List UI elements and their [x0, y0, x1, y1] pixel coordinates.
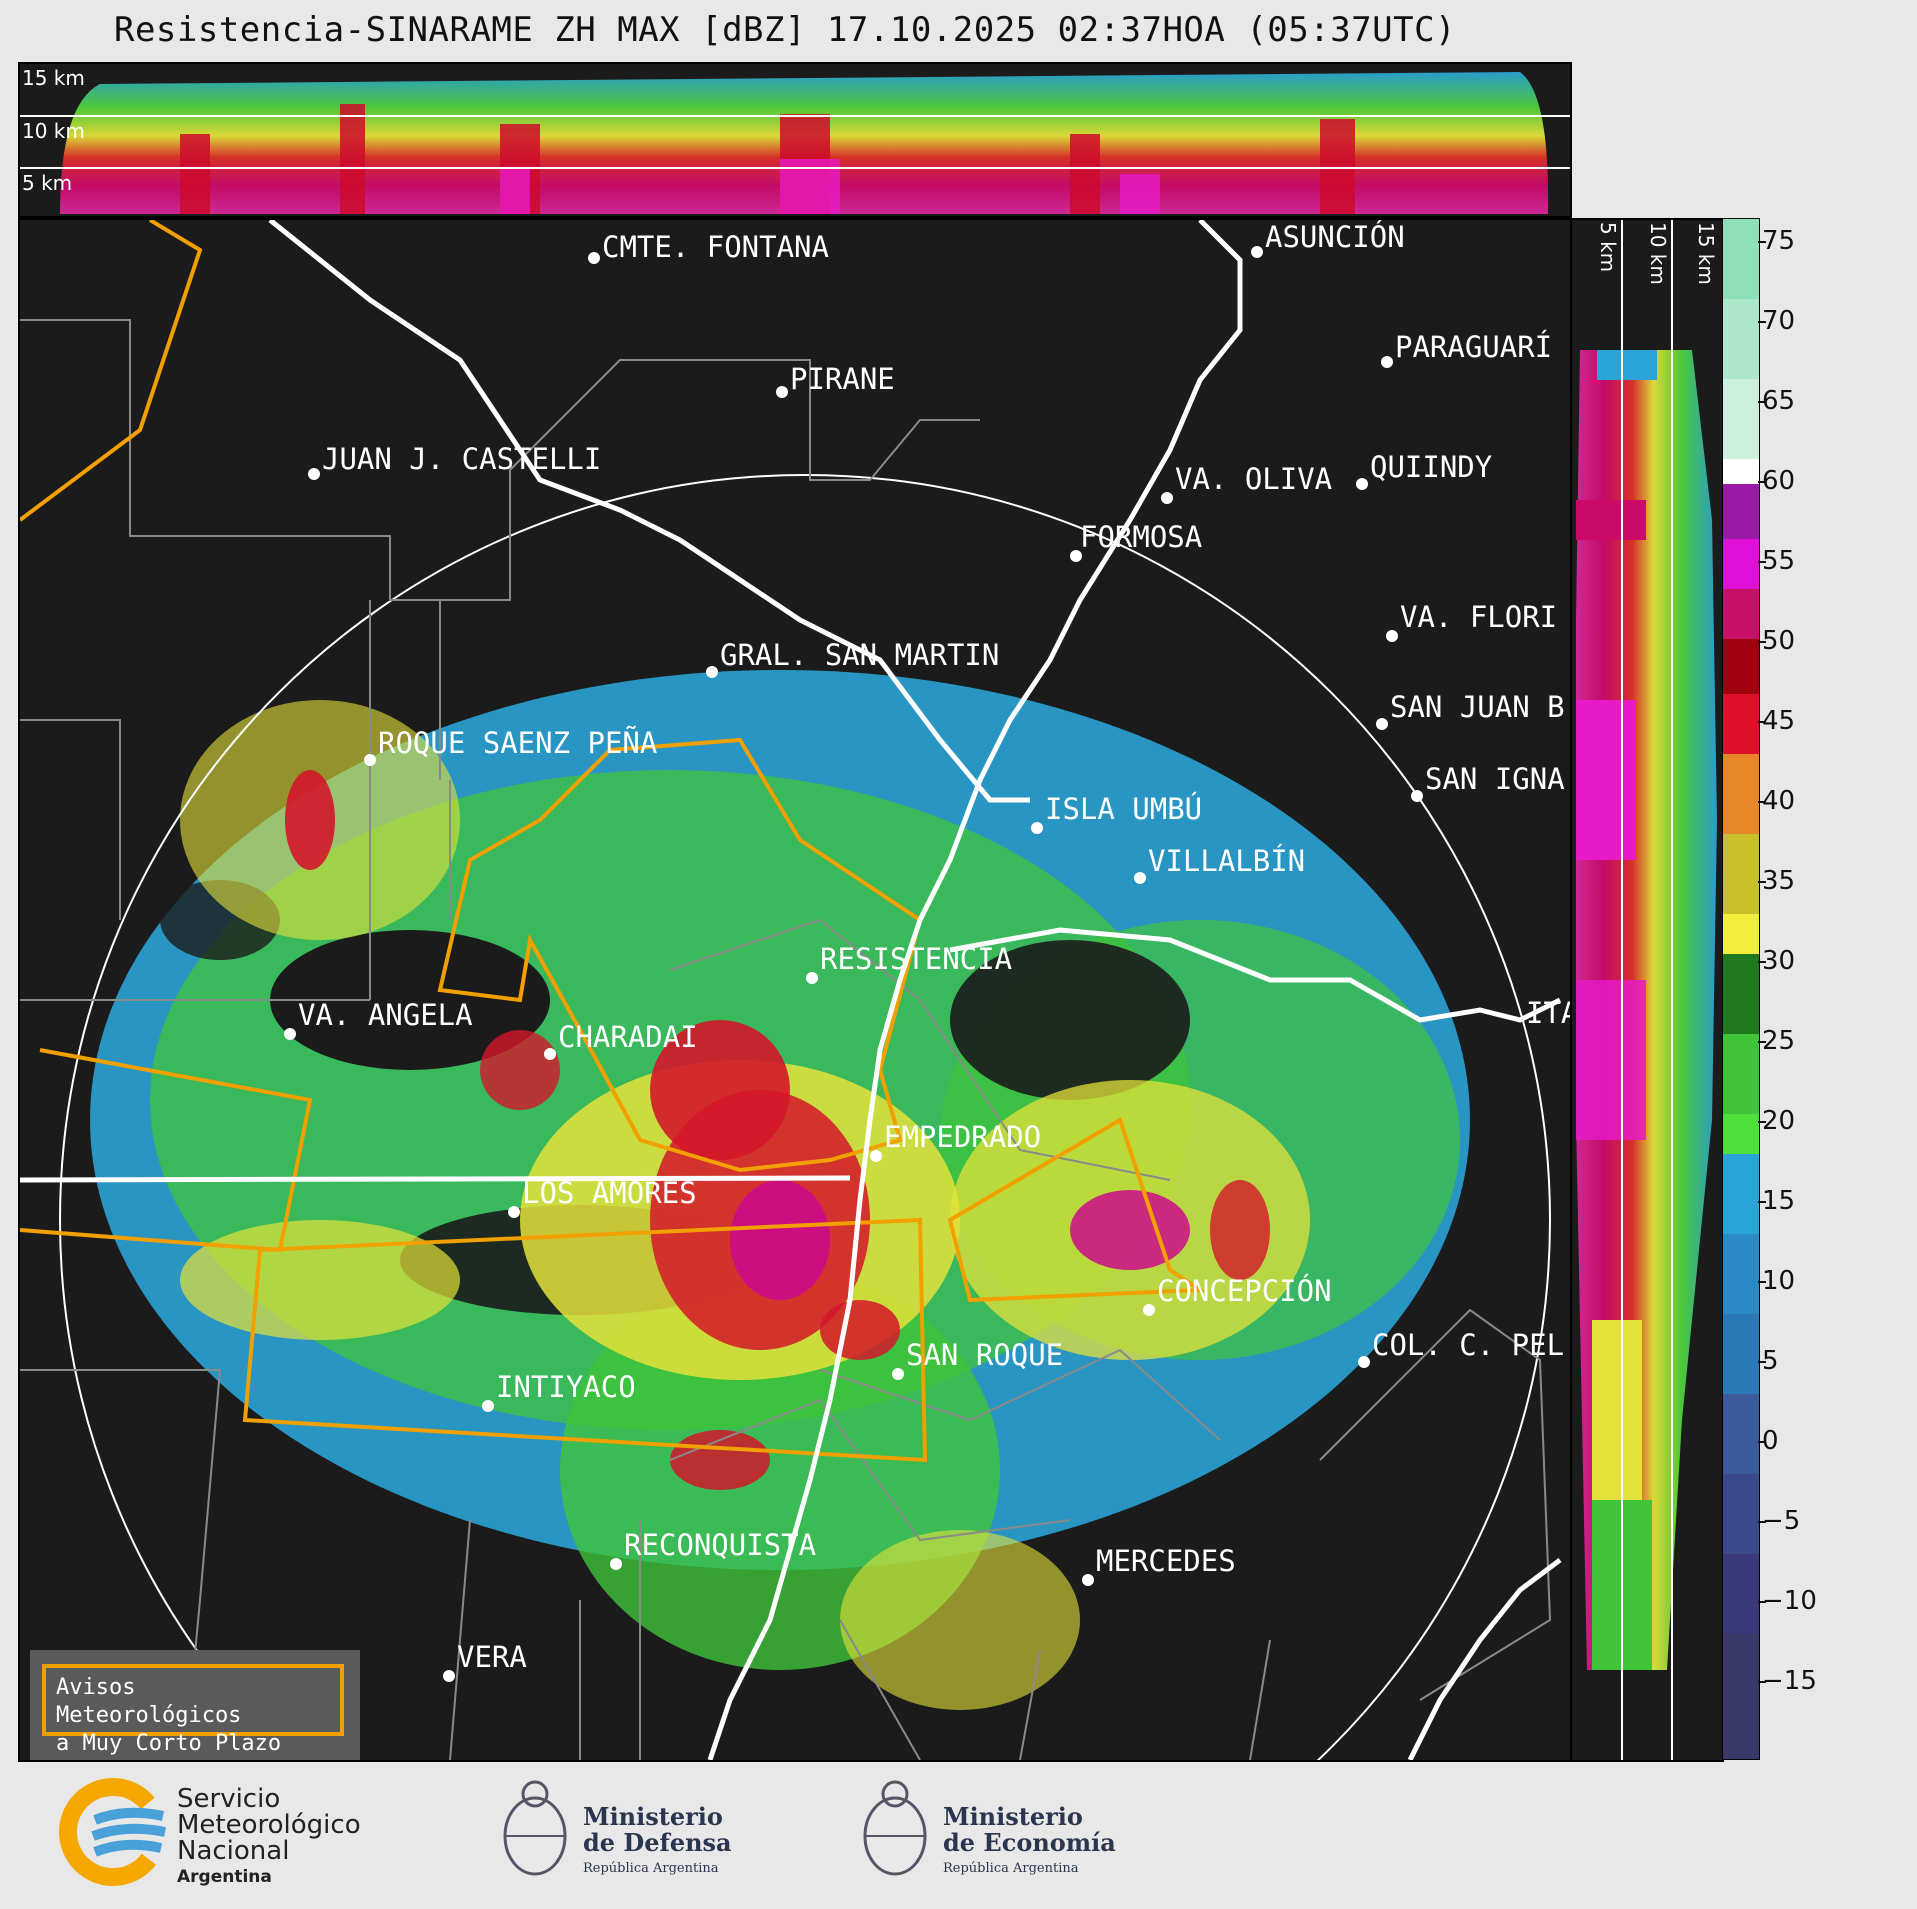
economia-logo: Ministerio de Economía República Argenti…: [855, 1772, 1135, 1892]
warning-box[interactable]: Avisos Meteorológicos a Muy Corto Plazo: [30, 1650, 360, 1760]
top-cross-section-echo: [20, 72, 1570, 214]
city-empedrado: EMPEDRADO: [870, 1120, 1041, 1162]
city-va-flori: VA. FLORI: [1386, 600, 1557, 642]
warning-box-line1: Avisos Meteorológicos: [56, 1675, 242, 1728]
warning-box-line2: a Muy Corto Plazo: [56, 1731, 282, 1756]
colorbar-tick: 70: [1757, 306, 1796, 336]
city-san-juan-b: SAN JUAN B: [1376, 690, 1565, 730]
city-intiyaco: INTIYACO: [482, 1370, 636, 1412]
top-cross-section-panel: 15 km 10 km 5 km: [18, 62, 1572, 218]
city-concepcion: CONCEPCIÓN: [1143, 1274, 1332, 1316]
colorbar-tick: −15: [1758, 1666, 1817, 1696]
city-isla-umbu: ISLA UMBÚ: [1031, 792, 1202, 834]
city-va-oliva: VA. OLIVA: [1161, 462, 1332, 504]
city-ita: ITA: [1526, 996, 1570, 1030]
city-gral-san-martin: GRAL. SAN MARTIN: [706, 638, 999, 678]
colorbar-tick: 35: [1757, 866, 1796, 896]
side-cross-section-panel: 5 km 10 km 15 km: [1570, 218, 1724, 1762]
city-asuncion: ASUNCIÓN: [1251, 220, 1405, 258]
smn-line1: Servicio: [177, 1784, 281, 1814]
economia-line2: de Economía: [943, 1828, 1116, 1857]
radar-map-layer: [20, 220, 1562, 1760]
city-vera: VERA: [443, 1640, 527, 1682]
radar-map-panel: CMTE. FONTANA ASUNCIÓN PARAGUARÍ PIRANE …: [18, 218, 1572, 1762]
smn-line4: Argentina: [177, 1867, 272, 1887]
city-san-roque: SAN ROQUE: [892, 1338, 1063, 1380]
colorbar-tick: 25: [1757, 1026, 1796, 1056]
smn-line3: Nacional: [177, 1836, 290, 1866]
city-reconquista: RECONQUISTA: [610, 1528, 816, 1570]
smn-logo: Servicio Meteorológico Nacional Argentin…: [55, 1772, 395, 1892]
colorbar-tick: 15: [1757, 1186, 1796, 1216]
city-paraguari: PARAGUARÍ: [1381, 330, 1552, 368]
city-los-amores: LOS AMORES: [508, 1176, 697, 1218]
city-pirane: PIRANE: [776, 362, 895, 398]
province-borders: [20, 319, 1552, 1760]
city-formosa: FORMOSA: [1070, 520, 1202, 562]
dbz-colorbar: [1722, 218, 1760, 1760]
smn-emblem-icon: [59, 1778, 167, 1886]
colorbar-tick: 60: [1757, 466, 1796, 496]
colorbar-tick: 50: [1757, 626, 1796, 656]
side-cross-section-echo: [1576, 220, 1717, 1760]
colorbar-tick: 20: [1757, 1106, 1796, 1136]
city-mercedes: MERCEDES: [1082, 1544, 1236, 1586]
warning-polygons: [20, 220, 1207, 1463]
city-villalbin: VILLALBÍN: [1134, 844, 1305, 884]
city-resistencia: RESISTENCIA: [806, 942, 1012, 984]
colorbar-tick: −10: [1758, 1586, 1817, 1616]
economia-line3: República Argentina: [943, 1861, 1079, 1876]
chart-title: Resistencia-SINARAME ZH MAX [dBZ] 17.10.…: [113, 10, 1457, 50]
colorbar-tick: −5: [1757, 1506, 1801, 1536]
city-va-angela: VA. ANGELA: [284, 998, 473, 1040]
colorbar-tick: 30: [1757, 946, 1796, 976]
city-cmte-fontana: CMTE. FONTANA: [588, 230, 829, 264]
side-height-label-5km: 5 km: [1596, 222, 1620, 273]
rivers: [20, 220, 1562, 1760]
colorbar-tick: 55: [1757, 546, 1796, 576]
top-height-label-15km: 15 km: [22, 66, 85, 90]
city-roque-saenz-pena: ROQUE SAENZ PEÑA: [364, 726, 657, 766]
smn-line2: Meteorológico: [177, 1810, 361, 1840]
side-height-label-15km: 15 km: [1694, 222, 1718, 285]
side-height-label-10km: 10 km: [1646, 222, 1670, 285]
colorbar-tick: 65: [1757, 386, 1796, 416]
colorbar-tick: 0: [1758, 1426, 1779, 1456]
defensa-line3: República Argentina: [583, 1861, 719, 1876]
colorbar-tick: 5: [1758, 1346, 1779, 1376]
range-ring: [59, 474, 1551, 1760]
city-juan-j-castelli: JUAN J. CASTELLI: [308, 442, 601, 480]
colorbar-tick: 45: [1757, 706, 1796, 736]
city-quiindy: QUIINDY: [1356, 450, 1492, 490]
argentina-shield-icon: [863, 1780, 927, 1876]
defensa-line1: Ministerio: [583, 1802, 723, 1831]
colorbar-tick: 10: [1757, 1266, 1796, 1296]
colorbar-tick: 40: [1757, 786, 1796, 816]
city-col-c-pel: COL. C. PEL: [1358, 1328, 1564, 1368]
defensa-line2: de Defensa: [583, 1828, 732, 1857]
top-height-label-5km: 5 km: [22, 171, 73, 195]
defensa-logo: Ministerio de Defensa República Argentin…: [495, 1772, 755, 1892]
argentina-shield-icon: [503, 1780, 567, 1876]
economia-line1: Ministerio: [943, 1802, 1083, 1831]
top-height-label-10km: 10 km: [22, 119, 85, 143]
colorbar-tick: 75: [1757, 226, 1796, 256]
city-san-igna: SAN IGNA: [1411, 762, 1565, 802]
city-charadai: CHARADAI: [544, 1020, 698, 1060]
